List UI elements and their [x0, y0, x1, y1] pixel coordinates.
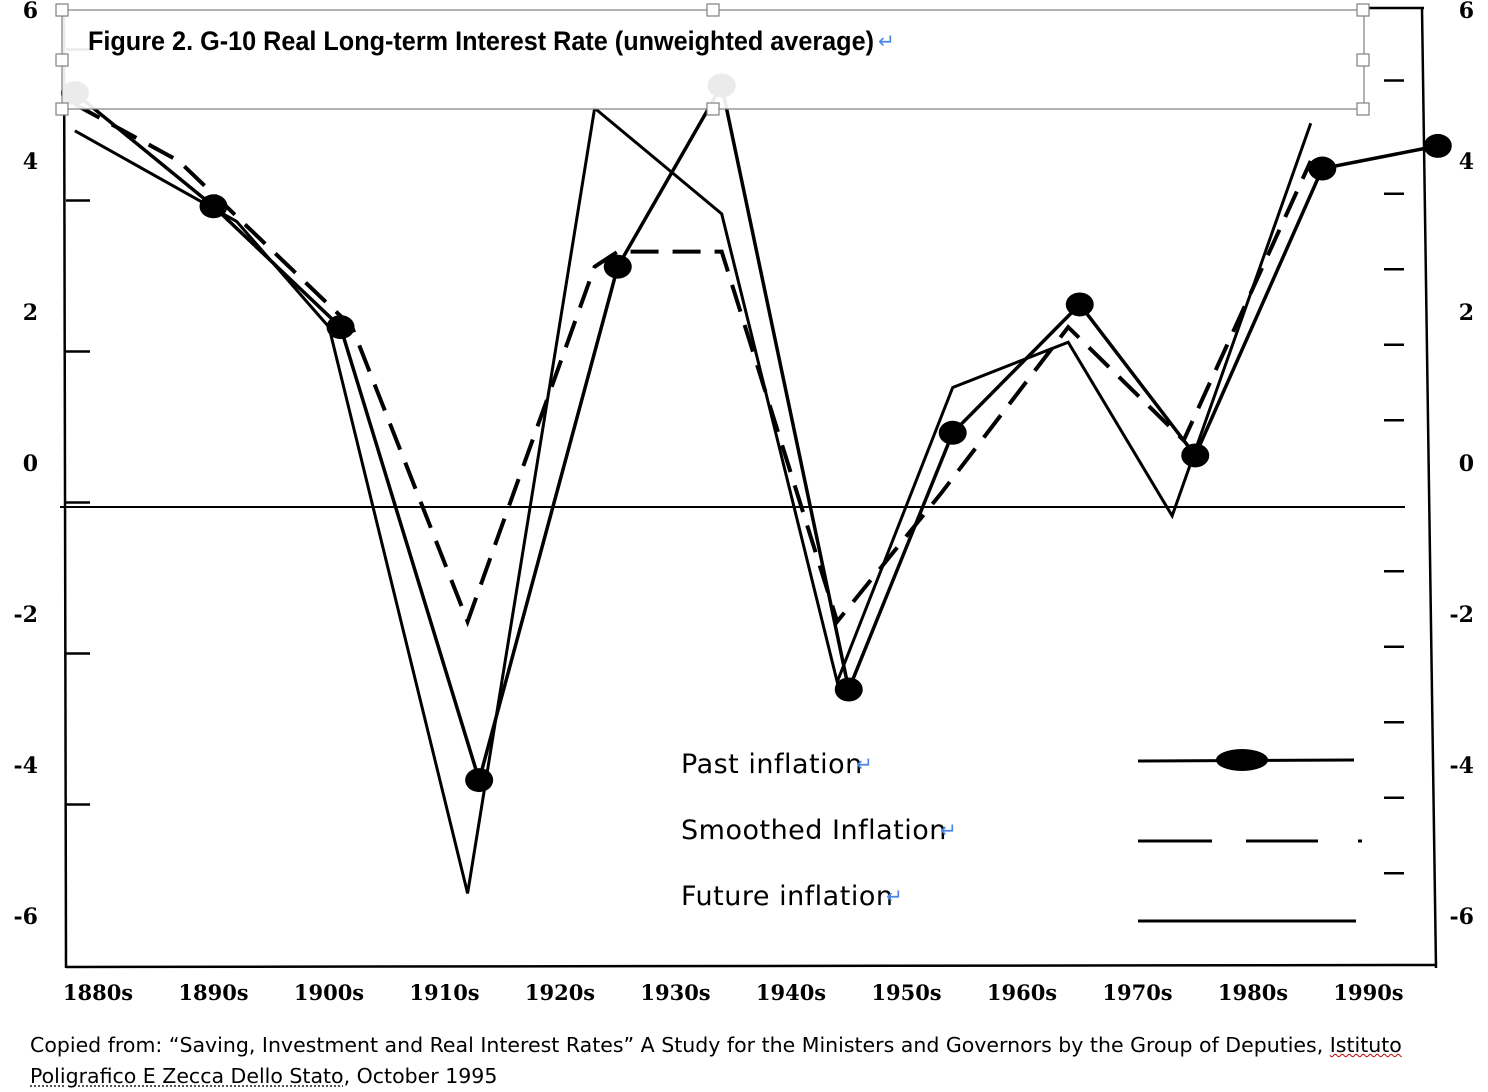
y-tick-label-left: 0 [23, 451, 38, 477]
bottom-axis-line [65, 963, 1437, 969]
y-tick-label-left: -2 [14, 602, 38, 628]
y-tick-label-right: -4 [1450, 753, 1474, 779]
y-tick-label-left: 2 [23, 300, 38, 326]
resize-handle-top-left[interactable] [55, 3, 69, 17]
data-point-marker [1308, 156, 1337, 181]
y-tick-label-right: 6 [1459, 0, 1474, 24]
resize-handle-right[interactable] [1356, 53, 1370, 67]
data-point-marker [1065, 292, 1094, 317]
y-tick-label-right: 2 [1459, 300, 1474, 326]
data-point-marker [1181, 443, 1210, 468]
y-tick-label-left: -6 [14, 904, 38, 930]
paragraph-mark-icon: ↵ [940, 818, 957, 842]
x-tick-label: 1990s [1333, 980, 1403, 1005]
paragraph-mark-icon: ↵ [856, 752, 873, 776]
resize-handle-bottom[interactable] [706, 102, 720, 116]
resize-handle-top-right[interactable] [1356, 3, 1370, 17]
paragraph-mark-icon: ↵ [886, 884, 903, 908]
y-tick-label-right: -2 [1450, 602, 1474, 628]
resize-handle-top[interactable] [706, 3, 720, 17]
legend-label-future: Future inflation [681, 881, 893, 912]
y-tick-label-left: -4 [14, 753, 38, 779]
source-caption: Copied from: “Saving, Investment and Rea… [30, 1030, 1450, 1092]
chart-title: Figure 2. G-10 Real Long-term Interest R… [88, 26, 874, 56]
y-axis-left-labels: 6 4 2 0 -2 -4 -6 [14, 0, 38, 930]
y-tick-label-right: 4 [1459, 149, 1474, 175]
x-tick-label: 1900s [294, 980, 364, 1005]
caption-italic-word: Istituto [1329, 1033, 1402, 1057]
y-axis-right-labels: 6 4 2 0 -2 -4 -6 [1450, 0, 1474, 930]
data-point-marker [1423, 133, 1452, 158]
x-tick-label: 1890s [178, 980, 248, 1005]
y-tick-label-left: 6 [23, 0, 38, 24]
data-point-marker [834, 677, 863, 702]
x-axis-labels: 1880s 1890s 1900s 1910s 1920s 1930s 1940s 1950s… [63, 980, 1404, 1005]
legend-label-smoothed: Smoothed Inflation [681, 815, 947, 846]
left-axis-line [62, 7, 68, 969]
x-tick-label: 1910s [409, 980, 479, 1005]
x-tick-label: 1920s [525, 980, 595, 1005]
right-axis-line [1420, 7, 1438, 969]
legend-label-past: Past inflation [681, 749, 863, 780]
chart: 6 4 2 0 -2 -4 -6 6 4 2 0 -2 -4 -6 1880s 1890s 1900s 191… [14, 0, 1474, 1005]
series-line [74, 105, 1313, 894]
title-box[interactable]: Figure 2. G-10 Real Long-term Interest R… [55, 3, 1370, 116]
legend: Past inflation ↵ Smoothed Inflation ↵ Fu… [681, 749, 1362, 923]
data-point-marker [465, 768, 494, 793]
caption-tail: , October 1995 [343, 1064, 498, 1088]
resize-handle-bottom-right[interactable] [1356, 102, 1370, 116]
series-line [73, 102, 1313, 628]
resize-handle-left[interactable] [55, 53, 69, 67]
resize-handles[interactable] [55, 3, 1370, 116]
data-point-marker [603, 254, 632, 279]
data-point-marker [938, 420, 967, 445]
caption-publisher: Poligrafico E Zecca Dello Stato [30, 1064, 344, 1088]
title-frame [61, 9, 1365, 110]
paragraph-mark-icon: ↵ [878, 29, 895, 53]
y-tick-label-left: 4 [23, 149, 38, 175]
caption-lead: Copied from: “Saving, Investment and Rea… [30, 1033, 1330, 1057]
series-line [73, 80, 1439, 787]
legend-marker-past [1216, 749, 1268, 771]
x-tick-label: 1930s [640, 980, 710, 1005]
x-tick-label: 1960s [987, 980, 1057, 1005]
plot-frame [62, 6, 1438, 969]
y-tick-label-right: 0 [1459, 451, 1474, 477]
resize-handle-bottom-left[interactable] [55, 102, 69, 116]
x-tick-label: 1970s [1102, 980, 1172, 1005]
x-tick-label: 1950s [871, 980, 941, 1005]
x-tick-label: 1940s [756, 980, 826, 1005]
y-tick-label-right: -6 [1450, 904, 1474, 930]
x-tick-label: 1980s [1218, 980, 1288, 1005]
x-tick-label: 1880s [63, 980, 133, 1005]
